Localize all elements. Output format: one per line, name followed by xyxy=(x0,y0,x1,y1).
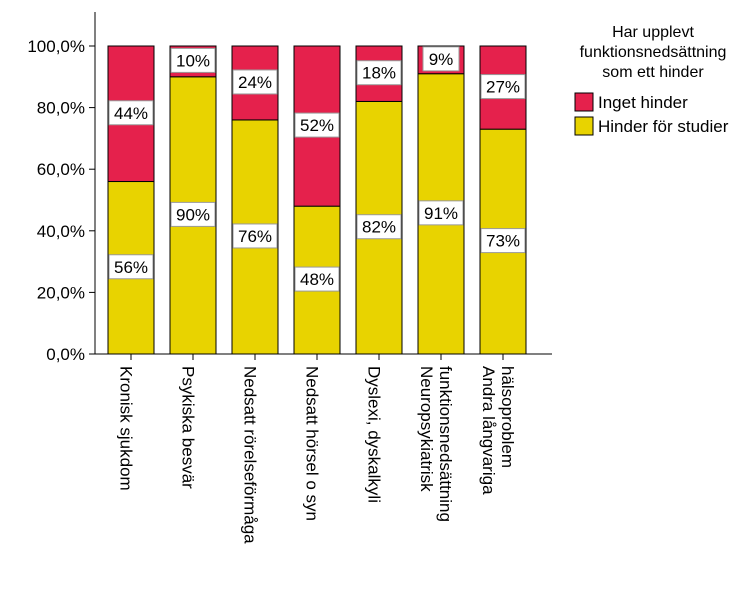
y-tick-label: 40,0% xyxy=(37,222,85,241)
legend-title: som ett hinder xyxy=(602,64,704,81)
data-label-inget-hinder: 24% xyxy=(238,73,272,92)
data-label-hinder-box xyxy=(418,200,464,226)
legend-swatch xyxy=(574,116,594,136)
data-label-hinder: 48% xyxy=(300,270,334,289)
x-category-label: Dyslexi, dyskalkyli xyxy=(365,366,384,503)
x-category-label: Nedsatt hörsel o syn xyxy=(303,366,322,521)
y-tick-label: 0,0% xyxy=(46,345,85,364)
data-label-inget-hinder-box xyxy=(232,69,278,95)
data-label-hinder: 73% xyxy=(486,232,520,251)
y-tick-label: 20,0% xyxy=(37,283,85,302)
data-label-inget-hinder: 27% xyxy=(486,78,520,97)
data-label-inget-hinder-box xyxy=(294,112,340,138)
x-category-label: hälsoproblem xyxy=(498,366,517,468)
data-label-hinder: 56% xyxy=(114,258,148,277)
y-tick-label: 60,0% xyxy=(37,160,85,179)
x-category-label: Kronisk sjukdom xyxy=(117,366,136,491)
x-category-label: Andra långvariga xyxy=(479,366,498,495)
data-label-inget-hinder: 18% xyxy=(362,64,396,83)
legend-swatch xyxy=(574,92,594,112)
y-tick-label: 100,0% xyxy=(27,37,85,56)
data-label-inget-hinder-box xyxy=(480,74,526,100)
legend-label: Inget hinder xyxy=(598,93,688,112)
legend-title: Har upplevt xyxy=(612,24,694,41)
data-label-inget-hinder: 9% xyxy=(429,50,454,69)
x-category-label: Nedsatt rörelseförmåga xyxy=(241,366,260,544)
data-label-inget-hinder-box xyxy=(108,100,154,126)
data-label-hinder: 82% xyxy=(362,218,396,237)
data-label-hinder-box xyxy=(356,214,402,240)
data-label-hinder-box xyxy=(108,254,154,280)
data-label-hinder: 90% xyxy=(176,205,210,224)
data-label-inget-hinder-box xyxy=(356,60,402,86)
legend-label: Hinder för studier xyxy=(598,117,729,136)
data-label-inget-hinder: 52% xyxy=(300,116,334,135)
x-category-label: Psykiska besvär xyxy=(179,366,198,489)
data-label-inget-hinder-box xyxy=(422,46,460,72)
data-label-inget-hinder-box xyxy=(170,47,216,73)
legend-title: funktionsnedsättning xyxy=(580,44,727,61)
data-label-hinder: 91% xyxy=(424,204,458,223)
data-label-hinder-box xyxy=(294,266,340,292)
x-category-label: Neuropsykiatrisk xyxy=(417,366,436,492)
y-tick-label: 80,0% xyxy=(37,99,85,118)
data-label-inget-hinder: 10% xyxy=(176,51,210,70)
data-label-hinder-box xyxy=(170,201,216,227)
data-label-hinder: 76% xyxy=(238,227,272,246)
x-category-label: funktionsnedsättning xyxy=(436,366,455,522)
data-label-inget-hinder: 44% xyxy=(114,104,148,123)
data-label-hinder-box xyxy=(480,228,526,254)
data-label-hinder-box xyxy=(232,223,278,249)
